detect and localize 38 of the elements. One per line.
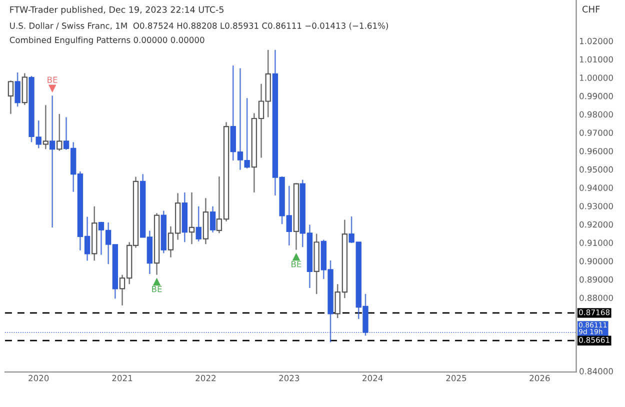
y-tick-label: 0.89000 (580, 276, 613, 283)
y-tick-label: 0.96000 (580, 148, 613, 154)
candlestick (14, 72, 20, 108)
y-tick-label: 0.88000 (580, 294, 613, 301)
candlestick (188, 192, 195, 245)
annotation: Combined Engulfing Patterns 0.00000 0.00000 (10, 36, 204, 45)
candlestick (56, 113, 62, 152)
x-tick-label: 2026 (530, 374, 550, 382)
candlestick (42, 104, 49, 150)
y-tick-label: 0.97000 (580, 130, 613, 136)
y-tick-label: 0.92000 (580, 221, 613, 228)
annotation: FTW-Trader published, Dec 19, 2023 22:14 UTC-5 (10, 6, 224, 15)
x-tick-label: 2023 (279, 374, 300, 382)
y-tick-label: 0.94000 (580, 184, 613, 191)
y-tick-label: 1.00000 (580, 74, 613, 81)
y-tick-label: 1.02000 (580, 38, 613, 44)
annotation: BE (48, 76, 58, 83)
y-tick-label: 0.84000 (580, 368, 613, 374)
x-tick-label: 2025 (446, 374, 466, 382)
y-tick-label: 0.90000 (580, 258, 613, 264)
y-tick-label: 0.91000 (580, 240, 613, 246)
y-tick-label: 0.98000 (580, 111, 613, 118)
candlestick (196, 206, 202, 242)
candlestick (210, 206, 216, 234)
y-tick-label: 0.99000 (580, 92, 613, 100)
annotation: BE (292, 261, 302, 268)
x-tick-label: 2020 (28, 374, 49, 382)
y-tick-label: 0.93000 (580, 202, 613, 210)
x-tick-label: 2022 (196, 374, 216, 382)
x-tick-label: 2024 (362, 374, 383, 382)
candlestick (8, 80, 14, 115)
y-tick-label: 0.95000 (580, 166, 613, 173)
annotation: U.S. Dollar / Swiss Franc, 1M O0.87524 H0.88208 L0.85931 C0.86111 −0.01413 (−1.61%) (10, 22, 388, 30)
annotation: BE (152, 286, 162, 292)
y-axis-title: CHF (582, 6, 600, 13)
y-tick-label: 1.01000 (580, 56, 613, 63)
candlestick (49, 94, 56, 228)
x-tick-label: 2021 (112, 374, 132, 382)
